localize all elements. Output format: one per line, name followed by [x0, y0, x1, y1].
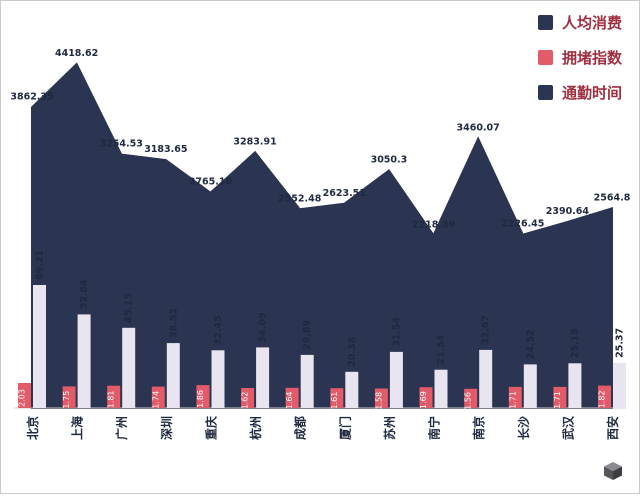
bar-commute-time[interactable] — [568, 363, 582, 408]
bar-value-label-commute: 32.67 — [481, 315, 492, 345]
bar-congestion-index[interactable] — [464, 388, 478, 408]
bar-congestion-index[interactable] — [598, 385, 611, 408]
legend-label-commute-time: 通勤时间 — [561, 84, 622, 102]
x-axis-label[interactable]: 上海 — [70, 416, 85, 440]
bar-commute-time[interactable] — [434, 369, 448, 408]
bar-commute-time[interactable] — [256, 347, 270, 408]
x-axis-label[interactable]: 南京 — [471, 416, 486, 440]
area-value-label: 3183.65 — [144, 144, 187, 155]
bar-value-label-congestion: 1.69 — [419, 391, 428, 409]
x-axis-label[interactable]: 北京 — [25, 416, 40, 440]
area-value-label: 3283.91 — [233, 136, 276, 147]
bar-commute-time[interactable] — [389, 351, 403, 408]
bar-congestion-index[interactable] — [330, 388, 344, 408]
bar-value-label-commute: 69.21 — [35, 250, 46, 280]
legend-marker-per-capita-consumption — [537, 15, 553, 30]
area-value-label: 2390.64 — [546, 206, 590, 217]
x-axis-label[interactable]: 苏州 — [382, 416, 397, 440]
area-value-label: 2623.51 — [323, 188, 366, 199]
bar-value-label-congestion: 2.03 — [18, 389, 27, 407]
bar-value-label-commute: 24.52 — [525, 329, 536, 359]
area-per-capita-consumption[interactable] — [31, 62, 613, 409]
bar-value-label-congestion: 1.56 — [464, 392, 473, 410]
legend-item-congestion-index[interactable]: 拥堵指数 — [537, 47, 622, 68]
legend-marker-congestion-index — [537, 50, 553, 65]
bar-value-label-commute: 31.54 — [391, 316, 402, 346]
bar-congestion-index[interactable] — [18, 383, 31, 408]
legend-label-congestion-index: 拥堵指数 — [561, 49, 622, 67]
bar-value-label-commute: 36.52 — [168, 308, 179, 338]
legend-item-per-capita-consumption[interactable]: 人均消费 — [537, 12, 622, 33]
bar-value-label-commute: 52.64 — [79, 279, 90, 309]
area-value-label: 4418.62 — [55, 48, 98, 59]
bar-value-label-congestion: 1.86 — [196, 390, 205, 408]
bar-value-label-congestion: 1.82 — [598, 390, 607, 408]
bar-value-label-congestion: 1.61 — [330, 392, 339, 410]
area-value-label: 2226.45 — [501, 219, 544, 230]
bar-value-label-congestion: 1.74 — [151, 391, 160, 409]
x-axis-label[interactable]: 深圳 — [159, 416, 174, 440]
bar-commute-time[interactable] — [33, 285, 46, 408]
legend-label-per-capita-consumption: 人均消费 — [561, 14, 622, 32]
bar-congestion-index[interactable] — [508, 386, 522, 408]
x-axis-label[interactable]: 重庆 — [204, 416, 219, 440]
bar-value-label-congestion: 1.62 — [241, 392, 250, 410]
area-value-label: 3862.35 — [10, 91, 53, 102]
x-axis-label[interactable]: 杭州 — [248, 416, 263, 440]
cube-icon — [604, 462, 622, 480]
bar-value-label-congestion: 1.64 — [285, 391, 294, 409]
legend-marker-commute-time — [537, 85, 553, 100]
area-value-label: 3254.53 — [100, 139, 143, 150]
x-axis-label[interactable]: 厦门 — [337, 416, 352, 440]
legend-item-commute-time[interactable]: 通勤时间 — [537, 82, 622, 103]
bar-congestion-index[interactable] — [241, 388, 255, 408]
bar-value-label-commute: 25.37 — [615, 328, 626, 358]
area-value-label: 2552.48 — [278, 193, 322, 204]
x-axis-label[interactable]: 西安 — [605, 416, 620, 440]
x-axis-label[interactable]: 广州 — [114, 416, 129, 440]
bar-congestion-index[interactable] — [285, 387, 299, 408]
bar-congestion-index[interactable] — [62, 386, 76, 408]
bar-value-label-commute: 25.15 — [570, 328, 581, 358]
bar-congestion-index[interactable] — [374, 388, 388, 409]
x-axis-label[interactable]: 南宁 — [427, 416, 442, 440]
bar-congestion-index[interactable] — [419, 387, 433, 408]
area-value-label: 3460.07 — [457, 123, 500, 134]
bar-value-label-congestion: 1.75 — [62, 391, 71, 409]
bar-value-label-commute: 21.54 — [436, 334, 447, 364]
bar-congestion-index[interactable] — [553, 386, 567, 408]
bar-commute-time[interactable] — [122, 327, 136, 408]
area-value-label: 3050.3 — [371, 155, 408, 166]
bar-congestion-index[interactable] — [151, 386, 165, 408]
bar-value-label-commute: 32.45 — [213, 315, 224, 345]
bar-commute-time[interactable] — [166, 343, 180, 408]
area-value-label: 2564.8 — [594, 192, 631, 203]
bar-value-label-commute: 45.15 — [124, 293, 135, 323]
bar-commute-time[interactable] — [523, 364, 537, 408]
bar-value-label-commute: 20.38 — [347, 336, 358, 366]
x-axis-label[interactable]: 长沙 — [516, 416, 531, 440]
bar-value-label-commute: 34.09 — [258, 312, 269, 342]
bar-commute-time[interactable] — [77, 314, 91, 408]
legend: 人均消费 拥堵指数 通勤时间 — [537, 12, 622, 103]
bar-commute-time[interactable] — [300, 354, 314, 408]
bar-commute-time[interactable] — [345, 371, 359, 408]
bar-value-label-congestion: 1.71 — [553, 391, 562, 409]
area-value-label: 2218.89 — [412, 219, 455, 230]
bar-congestion-index[interactable] — [107, 385, 121, 408]
x-axis-label[interactable]: 武汉 — [560, 415, 575, 440]
x-axis-label[interactable]: 成都 — [293, 416, 308, 440]
bar-congestion-index[interactable] — [196, 385, 210, 408]
bar-commute-time[interactable] — [211, 350, 225, 408]
bar-commute-time[interactable] — [613, 362, 626, 408]
bar-value-label-commute: 29.89 — [302, 320, 313, 350]
bar-value-label-congestion: 1.81 — [107, 390, 116, 408]
area-value-label: 2765.16 — [189, 177, 233, 188]
bar-commute-time[interactable] — [479, 349, 493, 408]
bar-value-label-congestion: 1.58 — [374, 392, 383, 410]
watermark-cube-icon — [602, 460, 624, 482]
bar-value-label-congestion: 1.71 — [508, 391, 517, 409]
